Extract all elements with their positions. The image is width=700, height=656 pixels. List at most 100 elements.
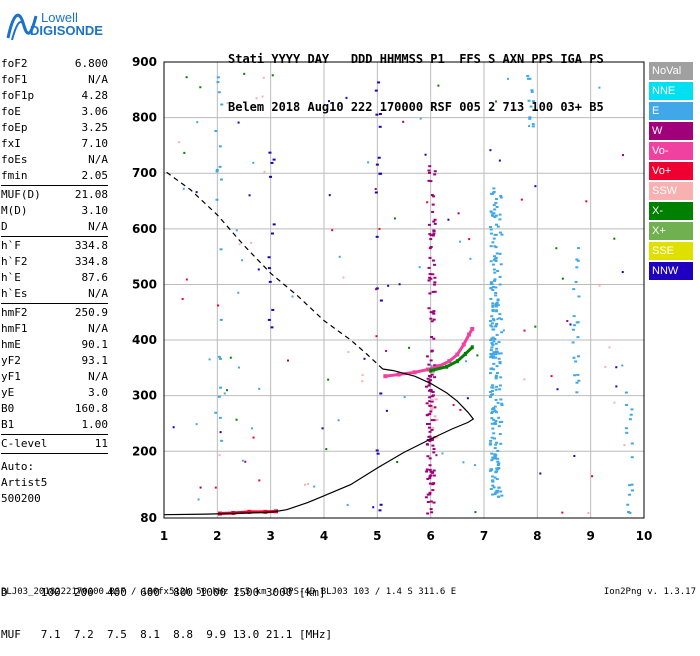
param-name: foF1 xyxy=(1,73,28,86)
autoscaling-info: Auto: xyxy=(1,460,35,473)
echo-dot xyxy=(492,418,496,421)
echo-dot xyxy=(608,346,611,349)
echo-dot xyxy=(271,74,274,77)
echo-dot xyxy=(270,161,274,164)
echo-dot xyxy=(491,456,495,459)
echo-dot xyxy=(431,290,435,293)
echo-dot xyxy=(490,211,494,214)
echo-dot xyxy=(534,325,537,328)
legend-item-ssw: SSW xyxy=(649,182,693,200)
echo-dot xyxy=(172,426,175,429)
param-value: 334.8 xyxy=(74,255,108,268)
echo-dot xyxy=(489,355,493,358)
echo-dot xyxy=(530,90,534,93)
param-row: foF1 N/A xyxy=(0,72,112,88)
legend-item-nne: NNE xyxy=(649,82,693,100)
echo-dot xyxy=(217,91,221,94)
param-row: h`Es N/A xyxy=(0,286,112,302)
param-row: yF1 N/A xyxy=(0,369,112,385)
echo-dot xyxy=(598,284,601,287)
echo-dot xyxy=(431,444,435,447)
echo-dot xyxy=(426,455,430,458)
echo-dot xyxy=(430,428,434,431)
echo-dot xyxy=(491,407,495,410)
echo-dot xyxy=(429,359,433,362)
param-name: foF1p xyxy=(1,89,35,102)
echo-dot xyxy=(328,194,331,197)
echo-dot xyxy=(499,194,503,197)
echo-dot xyxy=(214,486,217,489)
echo-dot xyxy=(185,278,188,281)
echo-dot xyxy=(430,349,434,352)
param-value: 3.10 xyxy=(81,204,109,217)
param-name: M(D) xyxy=(1,204,28,217)
echo-dot xyxy=(237,291,240,294)
echo-dot xyxy=(428,493,432,496)
echo-dot xyxy=(433,364,437,367)
echo-dot xyxy=(429,410,433,413)
echo-dot xyxy=(426,493,430,496)
echo-dot xyxy=(495,385,499,388)
echo-dot xyxy=(495,470,499,473)
echo-dot xyxy=(459,240,462,243)
echo-dot xyxy=(431,203,435,206)
echo-dot xyxy=(465,360,468,363)
echo-dot xyxy=(492,268,496,271)
param-row: foEp 3.25 xyxy=(0,120,112,136)
echo-dot xyxy=(613,401,616,404)
echo-dot xyxy=(502,329,505,332)
echo-dot xyxy=(428,396,432,399)
echo-dot xyxy=(272,158,276,161)
echo-dot xyxy=(427,363,431,366)
echo-dot xyxy=(488,443,492,446)
echo-dot xyxy=(267,256,271,259)
legend-item-e: E xyxy=(649,102,693,120)
echo-dot xyxy=(555,247,558,250)
echo-dot xyxy=(238,366,241,369)
echo-dot xyxy=(490,452,494,455)
echo-dot xyxy=(491,384,495,387)
echo-dot xyxy=(498,159,501,162)
echo-dot xyxy=(429,500,433,503)
echo-dot xyxy=(268,151,272,154)
echo-dot xyxy=(499,398,503,401)
echo-dot xyxy=(424,496,428,499)
echo-dot xyxy=(492,486,496,489)
echo-dot xyxy=(494,259,498,262)
echo-dot xyxy=(585,200,588,203)
param-value: N/A xyxy=(88,287,108,300)
echo-dot xyxy=(569,323,572,326)
echo-dot xyxy=(428,276,432,279)
echo-dot xyxy=(425,468,429,471)
echo-dot xyxy=(493,455,497,458)
echo-dot xyxy=(622,154,625,157)
echo-dot xyxy=(418,266,421,269)
echo-dot xyxy=(630,483,634,486)
echo-dot xyxy=(425,402,429,405)
echo-dot xyxy=(199,86,202,89)
echo-dot xyxy=(426,501,430,504)
echo-dot xyxy=(252,436,255,439)
legend-item-x: X+ xyxy=(649,222,693,240)
echo-dot xyxy=(432,310,436,313)
echo-dot xyxy=(523,329,526,332)
echo-dot xyxy=(496,298,500,301)
echo-dot xyxy=(431,427,435,430)
param-name: MUF(D) xyxy=(1,188,41,201)
param-value: 3.25 xyxy=(81,121,109,134)
echo-dot xyxy=(428,165,432,168)
param-row: foF2 6.800 xyxy=(0,56,112,72)
echo-dot xyxy=(494,377,498,380)
echo-dot xyxy=(432,230,436,233)
echo-dot xyxy=(427,179,431,182)
parameter-panel: foF2 6.800 foF1 N/A foF1p 4.28 foE 3.06 foEp 3.25… xyxy=(0,56,112,507)
echo-dot xyxy=(623,444,626,447)
echo-dot xyxy=(491,302,495,305)
echo-dot xyxy=(491,318,495,321)
echo-dot xyxy=(573,374,577,377)
legend-item-vo: Vo- xyxy=(649,142,693,160)
echo-dot xyxy=(497,495,501,498)
echo-dot xyxy=(490,417,494,420)
ionogram-chart: 1 2 3 4 5 6 7 8 9 10 80 200 300 400 500 600 700 800 900 xyxy=(132,55,652,543)
echo-dot xyxy=(331,229,334,232)
